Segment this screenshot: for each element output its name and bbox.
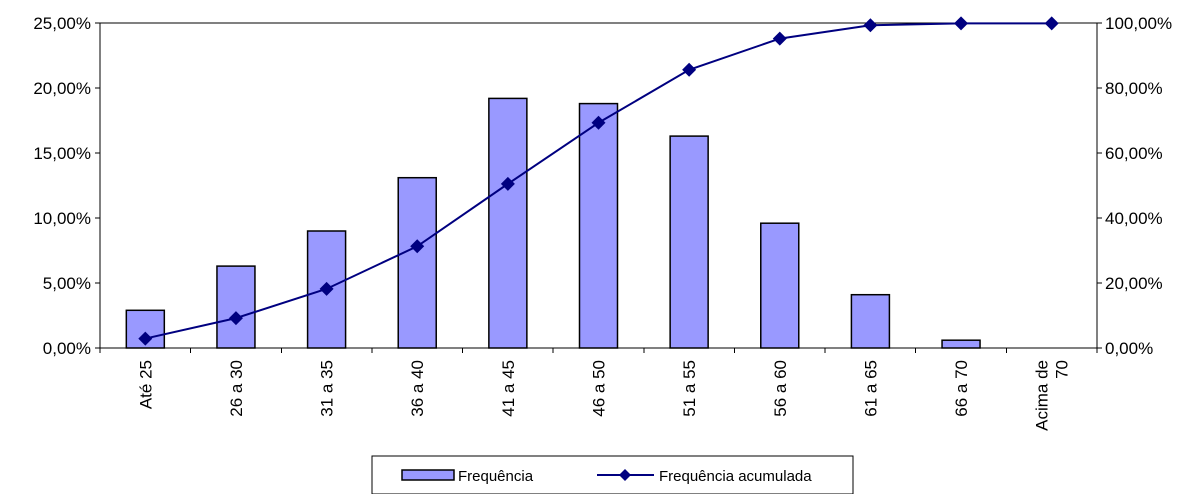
x-tick-label-line: 41 a 45: [499, 360, 518, 417]
x-tick-label: 66 a 70: [952, 360, 971, 417]
legend-marker: [619, 469, 631, 481]
axes: 0,00% 5,00% 10,00% 15,00% 20,00% 25,00% 0,00% 2…: [33, 14, 1172, 431]
x-tick-label: Acima de 70: [1033, 360, 1072, 431]
x-tick-label: 51 a 55: [680, 360, 699, 417]
line-point: [591, 115, 606, 130]
y-left-tick-label: 25,00%: [33, 14, 91, 33]
bar: [850, 293, 891, 349]
x-tick-label: 31 a 35: [318, 360, 337, 417]
y-right-tick-label: 20,00%: [1105, 274, 1163, 293]
y-right-tick-label: 80,00%: [1105, 79, 1163, 98]
x-tick-label: Até 25: [136, 360, 155, 409]
x-tick-label: 46 a 50: [590, 360, 609, 417]
line-series-frequencia-acumulada: [138, 16, 1059, 346]
line-point: [500, 176, 515, 191]
x-tick-label-line: 36 a 40: [408, 360, 427, 417]
legend-swatch-bar: [401, 469, 455, 481]
x-tick-label-line: 51 a 55: [680, 360, 699, 417]
bar: [488, 97, 528, 349]
bar: [578, 102, 619, 349]
y-left-tick-label: 5,00%: [43, 274, 91, 293]
bar: [760, 222, 800, 349]
bar-series-frequencia: [125, 97, 981, 349]
y-left-tick-label: 0,00%: [43, 339, 91, 358]
line-point: [319, 281, 334, 296]
line-point: [772, 31, 787, 46]
y-left-tick-label: 15,00%: [33, 144, 91, 163]
x-tick-label-line: Acima de: [1033, 360, 1052, 431]
bar: [669, 135, 709, 349]
bar: [397, 176, 437, 349]
line-point: [682, 62, 697, 77]
y-right-tick-label: 100,00%: [1105, 14, 1172, 33]
x-tick-label: 41 a 45: [499, 360, 518, 417]
bar: [941, 339, 981, 349]
y-left-tick-label: 10,00%: [33, 209, 91, 228]
line-point: [954, 16, 969, 31]
y-left-tick-label: 20,00%: [33, 79, 91, 98]
y-right-tick-label: 40,00%: [1105, 209, 1163, 228]
x-tick-label: 26 a 30: [227, 360, 246, 417]
y-right-tick-label: 0,00%: [1105, 339, 1153, 358]
line-point: [410, 239, 425, 254]
line-point: [228, 311, 243, 326]
x-tick-label-line: 66 a 70: [952, 360, 971, 417]
x-tick-label-line: 26 a 30: [227, 360, 246, 417]
x-tick-label: 61 a 65: [861, 360, 880, 417]
x-tick-label-line: 46 a 50: [590, 360, 609, 417]
y-right-tick-label: 60,00%: [1105, 144, 1163, 163]
legend-label: Frequência acumulada: [659, 468, 812, 485]
line-point: [1044, 16, 1059, 31]
legend: Frequência Frequência acumulada: [371, 455, 854, 495]
legend-label: Frequência: [458, 468, 534, 485]
line-point: [863, 18, 878, 33]
x-tick-label-line: 56 a 60: [771, 360, 790, 417]
x-tick-label: 36 a 40: [408, 360, 427, 417]
x-tick-label-line: 70: [1053, 360, 1072, 379]
x-tick-label-line: Até 25: [136, 360, 155, 409]
x-tick-label-line: 61 a 65: [861, 360, 880, 417]
bar: [216, 265, 256, 349]
x-tick-label: 56 a 60: [771, 360, 790, 417]
x-tick-label-line: 31 a 35: [318, 360, 337, 417]
line-point: [138, 331, 153, 346]
